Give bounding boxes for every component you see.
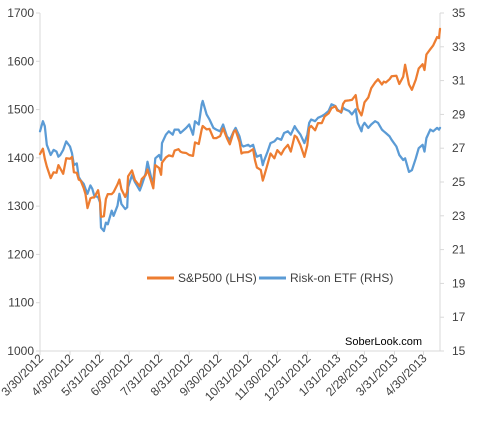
y-right-tick-label: 19: [452, 276, 466, 290]
y-left-tick-label: 1200: [7, 247, 34, 261]
y-left-tick-label: 1700: [7, 6, 34, 20]
y-left-tick-label: 1100: [8, 296, 34, 310]
y-right-tick-label: 31: [452, 74, 466, 88]
y-right-tick-label: 23: [452, 209, 466, 223]
y-left-tick-label: 1300: [7, 199, 34, 213]
series-line-sp500: [38, 27, 442, 218]
legend: S&P500 (LHS) Risk-on ETF (RHS): [147, 271, 393, 285]
y-left-tick-label: 1600: [7, 54, 34, 68]
y-right-tick-label: 25: [452, 175, 466, 189]
source-annotation: SoberLook.com: [345, 336, 422, 348]
y-right-tick-label: 29: [452, 107, 466, 121]
series-layer: [38, 27, 442, 233]
y-left-tick-label: 1500: [7, 103, 34, 117]
y-right-tick-label: 21: [452, 243, 466, 257]
y-right-tick-label: 35: [452, 6, 466, 20]
y-left-tick-label: 1000: [7, 344, 34, 358]
y-left-tick-label: 1400: [7, 151, 34, 165]
legend-label-risk-on-etf: Risk-on ETF (RHS): [290, 271, 393, 285]
y-right-tick-label: 27: [452, 141, 466, 155]
y-right-tick-label: 17: [452, 310, 466, 324]
y-right-tick-label: 33: [452, 40, 466, 54]
legend-label-sp500: S&P500 (LHS): [178, 271, 257, 285]
y-right-tick-label: 15: [452, 344, 466, 358]
